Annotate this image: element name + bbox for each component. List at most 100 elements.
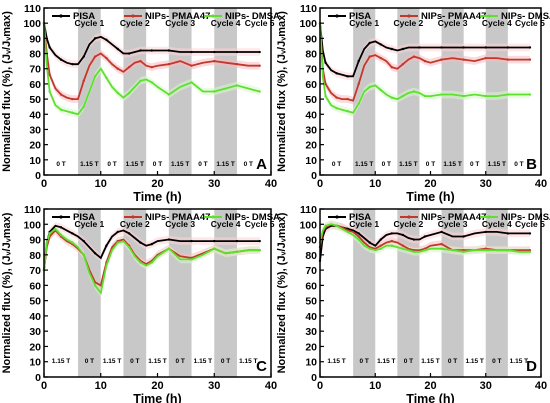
data-point <box>258 50 261 54</box>
data-point <box>235 84 239 87</box>
legend-marker <box>59 14 63 18</box>
legend-marker <box>487 14 491 18</box>
data-point <box>528 93 532 96</box>
data-point <box>190 258 193 261</box>
data-point <box>48 73 51 77</box>
data-point <box>324 94 327 98</box>
y-tick-label: 90 <box>305 33 317 45</box>
data-point <box>357 232 360 235</box>
field-label: 0 T <box>175 358 184 365</box>
data-point <box>506 249 510 252</box>
data-point <box>379 238 382 241</box>
field-band <box>214 209 237 377</box>
x-tick-label: 40 <box>535 380 547 392</box>
data-point <box>423 94 427 98</box>
y-tick-label: 30 <box>305 124 317 136</box>
data-point <box>335 96 338 99</box>
legend-label: PISA <box>349 11 371 22</box>
field-label: 0 T <box>404 358 413 365</box>
y-tick-label: 20 <box>29 140 41 152</box>
data-point <box>190 81 193 84</box>
cycle-label: Cycle 2 <box>120 219 150 229</box>
field-label: 1.15 T <box>377 358 395 365</box>
data-point <box>423 59 427 63</box>
error-band <box>44 226 260 290</box>
data-point <box>235 62 239 66</box>
series-line <box>319 223 530 253</box>
x-tick-label: 30 <box>480 380 492 392</box>
cycle-label: Cycle 2 <box>394 219 424 229</box>
y-tick-label: 10 <box>305 155 317 167</box>
data-point <box>213 90 216 93</box>
cycle-label: Cycle 5 <box>515 18 545 28</box>
data-point <box>390 244 394 247</box>
legend-marker <box>335 215 339 219</box>
y-tick-label: 60 <box>305 79 317 91</box>
data-point <box>390 96 394 99</box>
field-label: 0 T <box>332 161 341 168</box>
data-point <box>324 82 327 86</box>
cycle-label: Cycle 2 <box>120 18 150 28</box>
legend-label: PISA <box>349 212 371 223</box>
data-point <box>335 72 338 75</box>
data-point <box>127 91 131 95</box>
data-point <box>346 97 349 101</box>
data-point <box>484 230 487 234</box>
data-point <box>127 232 131 235</box>
data-point <box>379 244 382 247</box>
data-point <box>82 79 85 83</box>
data-point <box>167 238 171 241</box>
data-point <box>368 55 371 58</box>
y-tick-label: 0 <box>35 170 41 182</box>
field-label: 1.15 T <box>52 358 70 365</box>
legend-marker <box>211 14 215 18</box>
data-point <box>105 264 108 267</box>
y-tick-label: 70 <box>29 265 41 277</box>
y-tick-label: 90 <box>305 235 317 247</box>
data-point <box>167 62 171 66</box>
data-point <box>71 62 74 66</box>
field-label: 0 T <box>56 161 65 168</box>
y-tick-label: 30 <box>29 124 41 136</box>
data-point <box>368 85 371 89</box>
data-point <box>528 46 532 49</box>
data-point <box>116 230 119 234</box>
field-label: 1.15 T <box>443 161 461 168</box>
data-point <box>335 224 338 227</box>
data-point <box>390 66 394 69</box>
data-point <box>167 49 171 52</box>
field-label: 0 T <box>130 358 139 365</box>
cycle-label: Cycle 1 <box>75 219 105 229</box>
y-axis-label: Normalized flux (%), (Jᵥ/Jᵥmax) <box>1 11 13 172</box>
y-tick-label: 50 <box>305 94 317 106</box>
series-line <box>43 23 260 116</box>
y-tick-label: 110 <box>24 204 41 216</box>
data-point <box>213 247 216 250</box>
data-point <box>71 97 74 101</box>
panel-A: Cycle 1 Cycle 2 Cycle 3 Cycle 4 Cycle 5 0 T 1.… <box>1 3 280 204</box>
data-point <box>93 75 97 78</box>
data-point <box>506 93 510 96</box>
cycle-label: Cycle 3 <box>438 18 468 28</box>
y-tick-label: 0 <box>35 372 41 384</box>
field-label: 1.15 T <box>465 358 483 365</box>
data-point <box>506 46 510 49</box>
cycle-label: Cycle 3 <box>165 18 195 28</box>
data-point <box>116 241 119 244</box>
y-tick-label: 80 <box>305 49 317 61</box>
data-point <box>440 58 443 61</box>
data-point <box>235 239 239 243</box>
legend-label: NIPs- DMSA <box>225 11 280 22</box>
field-label: 1.15 T <box>216 161 234 168</box>
cycle-label: Cycle 1 <box>349 219 379 229</box>
cycle-label: Cycle 3 <box>165 219 195 229</box>
data-point <box>401 94 405 98</box>
data-point <box>82 239 85 243</box>
series-line <box>43 23 260 100</box>
data-point <box>324 224 327 227</box>
x-axis-label: Time (h) <box>406 190 454 204</box>
y-tick-label: 70 <box>305 64 317 76</box>
x-tick-label: 40 <box>265 178 277 190</box>
data-point <box>440 242 443 246</box>
data-point <box>258 239 261 243</box>
